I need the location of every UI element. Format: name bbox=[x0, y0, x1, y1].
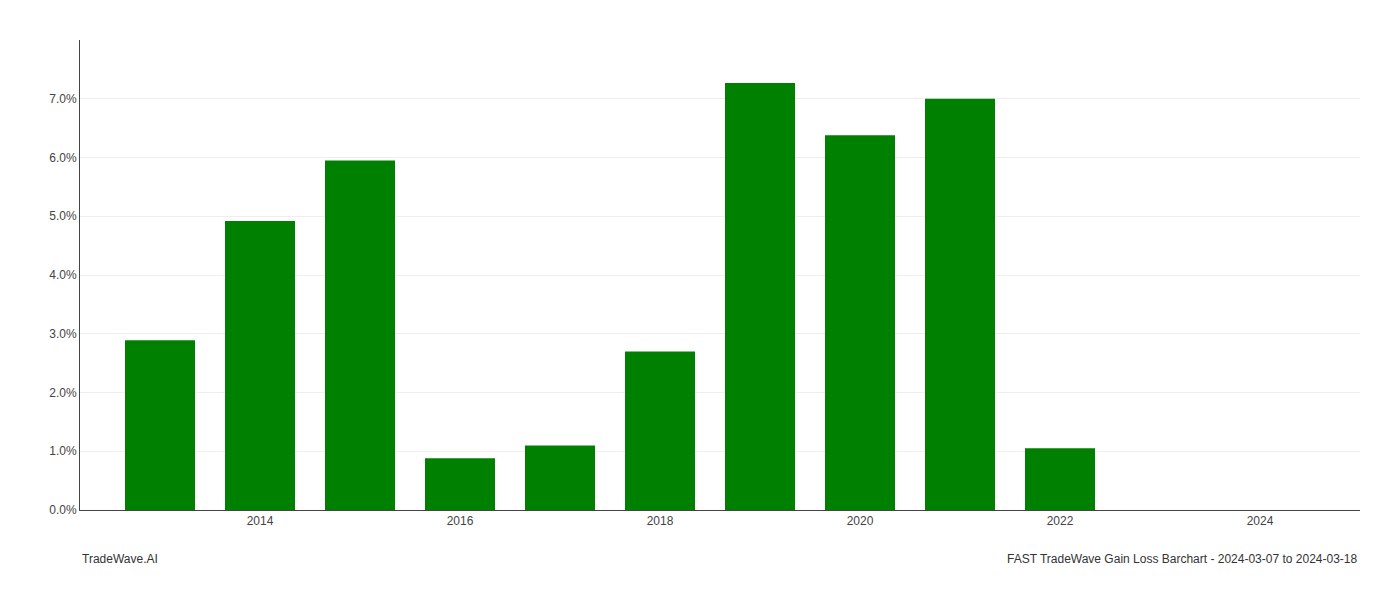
svg-text:6.0%: 6.0% bbox=[49, 151, 77, 165]
svg-text:4.0%: 4.0% bbox=[49, 268, 77, 282]
svg-text:TradeWave.AI: TradeWave.AI bbox=[82, 552, 158, 566]
svg-text:2014: 2014 bbox=[247, 514, 274, 528]
svg-text:7.0%: 7.0% bbox=[49, 92, 77, 106]
svg-text:5.0%: 5.0% bbox=[49, 209, 77, 223]
svg-text:2018: 2018 bbox=[647, 514, 674, 528]
svg-text:1.0%: 1.0% bbox=[49, 444, 77, 458]
svg-text:2016: 2016 bbox=[447, 514, 474, 528]
svg-text:2020: 2020 bbox=[847, 514, 874, 528]
svg-text:2.0%: 2.0% bbox=[49, 386, 77, 400]
svg-text:FAST TradeWave Gain Loss Barch: FAST TradeWave Gain Loss Barchart - 2024… bbox=[1007, 552, 1358, 566]
svg-text:2022: 2022 bbox=[1047, 514, 1074, 528]
svg-text:2024: 2024 bbox=[1247, 514, 1274, 528]
svg-text:0.0%: 0.0% bbox=[49, 503, 77, 517]
svg-text:3.0%: 3.0% bbox=[49, 327, 77, 341]
